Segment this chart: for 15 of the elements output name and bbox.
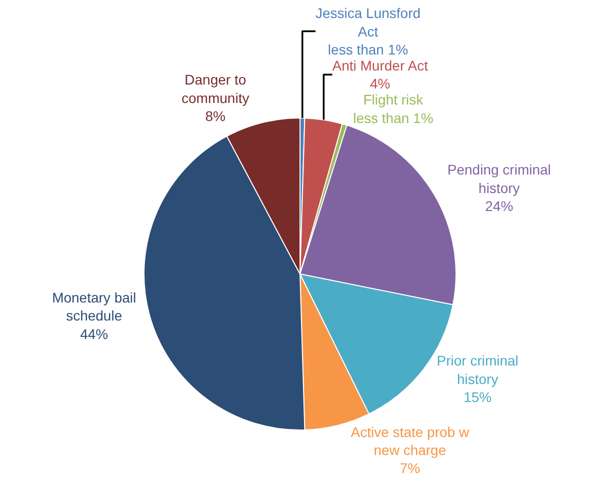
slice-label: Active state prob w new charge — [350, 424, 470, 458]
slice-label: Danger to community — [182, 72, 250, 106]
data-label: 44% — [80, 326, 108, 342]
slice-label: Prior criminal history — [436, 352, 518, 387]
slice-label: Monetary bail schedule — [52, 290, 136, 324]
slice-label: Anti Murder Act — [332, 58, 428, 74]
data-label: 15% — [464, 389, 492, 406]
data-label: 24% — [485, 198, 514, 214]
data-label: 8% — [205, 108, 226, 124]
data-label: less than 1% — [353, 110, 434, 126]
data-label: 7% — [400, 460, 420, 476]
data-label: less than 1% — [328, 42, 408, 58]
slice-label: Pending criminal history — [447, 162, 551, 196]
slice-label: Flight risk — [363, 92, 424, 108]
data-label: 4% — [370, 76, 390, 92]
